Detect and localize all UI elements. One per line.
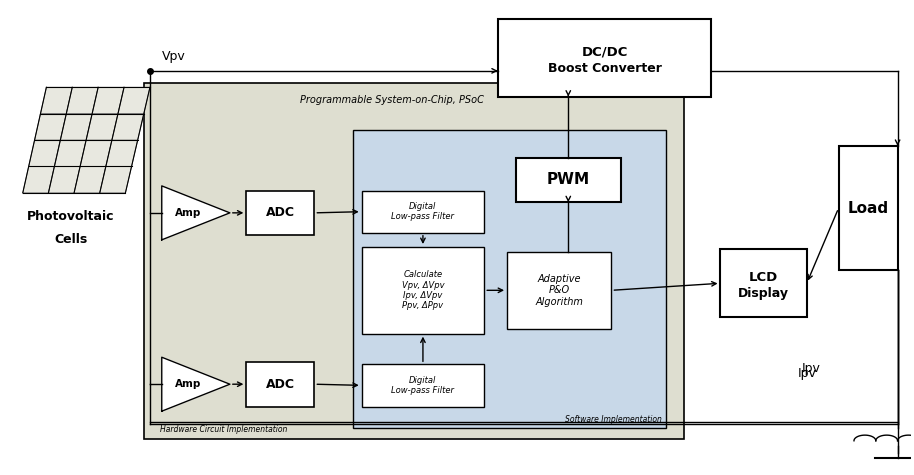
Text: Calculate
Vpv, ΔVpv
Ipv, ΔVpv
Ppv, ΔPpv: Calculate Vpv, ΔVpv Ipv, ΔVpv Ppv, ΔPpv [401, 270, 444, 311]
Polygon shape [55, 140, 86, 167]
Text: Amp: Amp [175, 379, 201, 389]
Polygon shape [118, 87, 150, 114]
Text: Amp: Amp [175, 208, 201, 218]
Polygon shape [112, 114, 143, 140]
Polygon shape [100, 167, 132, 193]
Polygon shape [23, 167, 55, 193]
Text: PWM: PWM [547, 172, 590, 188]
Text: DC/DC: DC/DC [581, 46, 628, 59]
Text: ADC: ADC [266, 378, 295, 391]
Text: Ipv: Ipv [798, 367, 816, 380]
Text: Digital
Low-pass Filter: Digital Low-pass Filter [391, 202, 454, 221]
Polygon shape [40, 87, 72, 114]
Polygon shape [92, 87, 124, 114]
Bar [516, 158, 621, 202]
Text: Hardware Circuit Implementation: Hardware Circuit Implementation [160, 425, 287, 434]
Text: Software Implementation: Software Implementation [565, 415, 662, 424]
Bar [362, 247, 484, 334]
Polygon shape [106, 140, 138, 167]
Text: Display: Display [739, 287, 789, 300]
Polygon shape [162, 357, 230, 411]
Bar [143, 83, 684, 439]
Polygon shape [162, 186, 230, 240]
Bar [720, 249, 807, 317]
Text: Vpv: Vpv [162, 50, 186, 63]
Text: ADC: ADC [266, 206, 295, 219]
Polygon shape [48, 167, 80, 193]
Polygon shape [80, 140, 112, 167]
Text: Photovoltaic: Photovoltaic [27, 210, 114, 223]
Text: Adaptive
P&O
Algorithm: Adaptive P&O Algorithm [536, 274, 583, 307]
Text: Ipv: Ipv [802, 362, 821, 375]
Bar [507, 252, 611, 329]
Polygon shape [74, 167, 106, 193]
Text: LCD: LCD [749, 271, 778, 284]
Text: Programmable System-on-Chip, PSoC: Programmable System-on-Chip, PSoC [301, 95, 484, 105]
Bar [246, 362, 314, 407]
Text: Boost Converter: Boost Converter [547, 62, 662, 75]
Polygon shape [67, 87, 98, 114]
Bar [498, 19, 711, 97]
Polygon shape [35, 114, 67, 140]
Polygon shape [86, 114, 118, 140]
Text: Cells: Cells [54, 233, 88, 247]
Text: Digital
Low-pass Filter: Digital Low-pass Filter [391, 376, 454, 395]
Polygon shape [60, 114, 92, 140]
Bar [353, 130, 666, 428]
Bar [362, 364, 484, 407]
Bar [246, 190, 314, 235]
Bar [838, 146, 898, 270]
Polygon shape [28, 140, 60, 167]
Bar [362, 190, 484, 233]
Text: Load: Load [847, 200, 888, 216]
